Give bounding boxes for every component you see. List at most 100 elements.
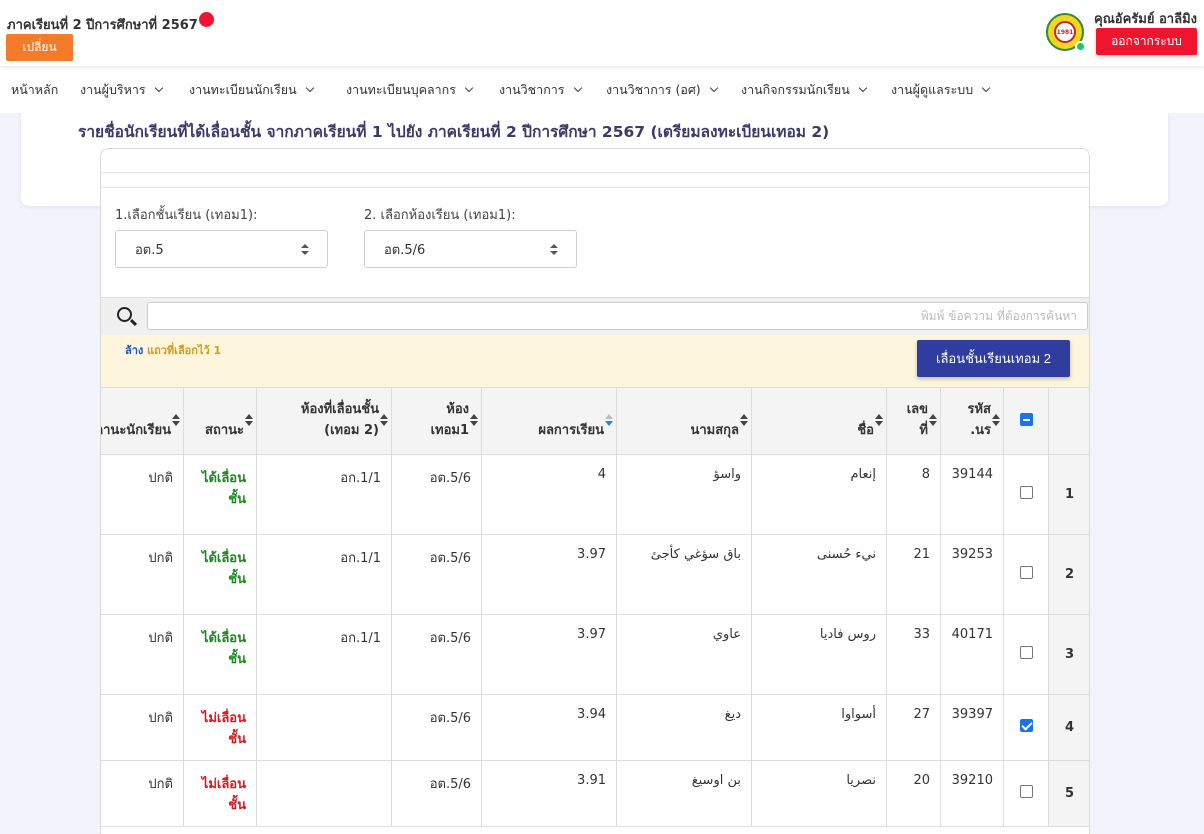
search-bar (101, 297, 1089, 335)
cell-room-term1-text: อต.5/6 (429, 471, 471, 486)
grade-select[interactable]: อต.5 (115, 230, 328, 268)
col-number[interactable]: เลข ที่ (886, 387, 941, 455)
cell-student-status: ปกติ (101, 534, 184, 615)
nav-item-home[interactable]: หน้าหลัก (11, 66, 58, 113)
cell-select (1003, 454, 1049, 535)
cell-student-id: 39210 (940, 760, 1004, 827)
search-icon[interactable] (117, 307, 132, 322)
cell-select (1003, 534, 1049, 615)
nav-label: งานกิจกรรมนักเรียน (741, 81, 850, 97)
header-label: สถานะ (205, 423, 244, 438)
table-header-row: สถานะนักเรียน สถานะ ห้องที่เลื่อนชั้น (เ… (101, 387, 1089, 455)
table-row[interactable]: ปกติ ได้เลื่อน ชั้น อก.1/1 อต.5/6 3.97 باق سؤ… (101, 534, 1089, 615)
row-checkbox[interactable] (1019, 486, 1033, 499)
cell-grade: 3.97 (481, 534, 617, 615)
cell-status-text: ได้เลื่อน ชั้น (201, 631, 246, 667)
cell-room-term2 (256, 694, 392, 761)
cell-student-id-text: 39210 (951, 773, 993, 788)
notification-dot-icon[interactable] (199, 12, 214, 27)
chevron-down-icon (981, 83, 991, 92)
room-select[interactable]: อต.5/6 (364, 230, 577, 268)
select-all-checkbox[interactable] (1019, 412, 1033, 426)
sort-icon[interactable] (172, 414, 180, 428)
clear-selection-link[interactable]: ล้าง (125, 344, 144, 357)
sort-icon[interactable] (929, 414, 937, 428)
cell-grade: 3.94 (481, 694, 617, 761)
user-name: คุณอัครัมย์ อาลีมิง (1094, 12, 1197, 27)
cell-room-term2-text: อก.1/1 (340, 631, 381, 646)
nav-label: งานผู้บริหาร (80, 81, 146, 97)
cell-last-name-text: باق سؤغي كأجئ (650, 547, 741, 562)
row-checkbox[interactable] (1019, 719, 1033, 732)
students-table-wrap: สถานะนักเรียน สถานะ ห้องที่เลื่อนชั้น (เ… (101, 387, 1089, 834)
divider (101, 172, 1089, 173)
search-input[interactable] (147, 302, 1088, 330)
cell-student-status: ปกติ (101, 614, 184, 695)
header-label: นามสกุล (690, 423, 739, 438)
col-room-term1[interactable]: ห้อง เทอม1 (391, 387, 482, 455)
nav-label: งานวิชาการ (อศ) (606, 81, 701, 97)
nav-item-academic-os[interactable]: งานวิชาการ (อศ) (606, 66, 718, 113)
selected-rows-count: แถวที่เลือกไว้ 1 (147, 344, 222, 357)
table-row[interactable]: ปกติ ได้เลื่อน ชั้น อก.1/1 อต.5/6 3.97 عاوي رو… (101, 614, 1089, 695)
nav-item-admin[interactable]: งานผู้ดูแลระบบ (891, 66, 991, 113)
cell-number: 20 (886, 760, 941, 827)
sort-icon[interactable] (245, 414, 253, 428)
col-student-id[interactable]: รหัส .นร (940, 387, 1004, 455)
cell-first-name-text: نصريا (846, 773, 876, 788)
sort-icon[interactable] (380, 414, 388, 428)
cell-student-status: ปกติ (101, 760, 184, 827)
col-index (1048, 387, 1089, 455)
cell-index: 2 (1048, 534, 1089, 615)
col-first-name[interactable]: ชื่อ (751, 387, 887, 455)
cell-room-term1-text: อต.5/6 (429, 551, 471, 566)
cell-last-name: عاوي (616, 614, 752, 695)
cell-first-name-text: نيء حُسنى (816, 547, 876, 562)
row-checkbox[interactable] (1019, 646, 1033, 659)
change-semester-button[interactable]: เปลี่ยน (6, 34, 73, 61)
table-row[interactable]: ปกติ ไม่เลื่อน ชั้น อต.5/6 3.91 بن اوسيغ نصري… (101, 760, 1089, 827)
logout-button[interactable]: ออกจากระบบ (1096, 28, 1197, 55)
cell-room-term2 (256, 760, 392, 827)
cell-first-name: أسواوا (751, 694, 887, 761)
cell-student-status-text: ปกติ (148, 471, 173, 486)
selection-bar: ล้าง แถวที่เลือกไว้ 1 เลื่อนชั้นเรียนเทอ… (101, 335, 1089, 387)
col-student-status[interactable]: สถานะนักเรียน (101, 387, 184, 455)
nav-item-activities[interactable]: งานกิจกรรมนักเรียน (741, 66, 868, 113)
col-status[interactable]: สถานะ (183, 387, 257, 455)
school-logo: 1981 (1046, 13, 1084, 51)
nav-item-staff-registry[interactable]: งานทะเบียนบุคลากร (346, 66, 474, 113)
cell-status-text: ไม่เลื่อน ชั้น (201, 777, 246, 813)
cell-number: 27 (886, 694, 941, 761)
nav-item-academic[interactable]: งานวิชาการ (499, 66, 582, 113)
cell-last-name-text: بن اوسيغ (691, 773, 741, 788)
nav-label: งานผู้ดูแลระบบ (891, 81, 974, 97)
sort-active-icon[interactable] (605, 414, 613, 428)
nav-item-executive[interactable]: งานผู้บริหาร (80, 66, 163, 113)
row-checkbox[interactable] (1019, 785, 1033, 798)
row-checkbox[interactable] (1019, 566, 1033, 579)
cell-room-term2: อก.1/1 (256, 454, 392, 535)
col-select-all[interactable] (1003, 387, 1049, 455)
cell-select (1003, 614, 1049, 695)
sort-icon[interactable] (470, 414, 478, 428)
cell-first-name-text: روس فاديا (819, 627, 876, 642)
promote-term2-button[interactable]: เลื่อนชั้นเรียนเทอม 2 (917, 340, 1070, 377)
sort-icon[interactable] (740, 414, 748, 428)
cell-grade: 4 (481, 454, 617, 535)
col-room-term2[interactable]: ห้องที่เลื่อนชั้น (เทอม 2) (256, 387, 392, 455)
table-row[interactable]: ปกติ ไม่เลื่อน ชั้น อต.5/6 3.94 ديغ أسواوا 27 3… (101, 694, 1089, 761)
cell-room-term1-text: อต.5/6 (429, 711, 471, 726)
cell-room-term1-text: อต.5/6 (429, 777, 471, 792)
sort-icon[interactable] (875, 414, 883, 428)
col-last-name[interactable]: นามสกุล (616, 387, 752, 455)
sort-icon[interactable] (992, 414, 1000, 428)
cell-status: ได้เลื่อน ชั้น (183, 614, 257, 695)
table-row[interactable]: ปกติ ได้เลื่อน ชั้น อก.1/1 อต.5/6 4 واسؤ إنعام… (101, 454, 1089, 535)
nav-item-student-registry[interactable]: งานทะเบียนนักเรียน (189, 66, 314, 113)
cell-status-text: ได้เลื่อน ชั้น (201, 551, 246, 587)
cell-room-term1: อต.5/6 (391, 694, 482, 761)
header-label: ชื่อ (857, 423, 874, 438)
col-grade[interactable]: ผลการเรียน (481, 387, 617, 455)
page-title: รายชื่อนักเรียนที่ได้เลื่อนชั้น จากภาคเร… (78, 123, 830, 141)
